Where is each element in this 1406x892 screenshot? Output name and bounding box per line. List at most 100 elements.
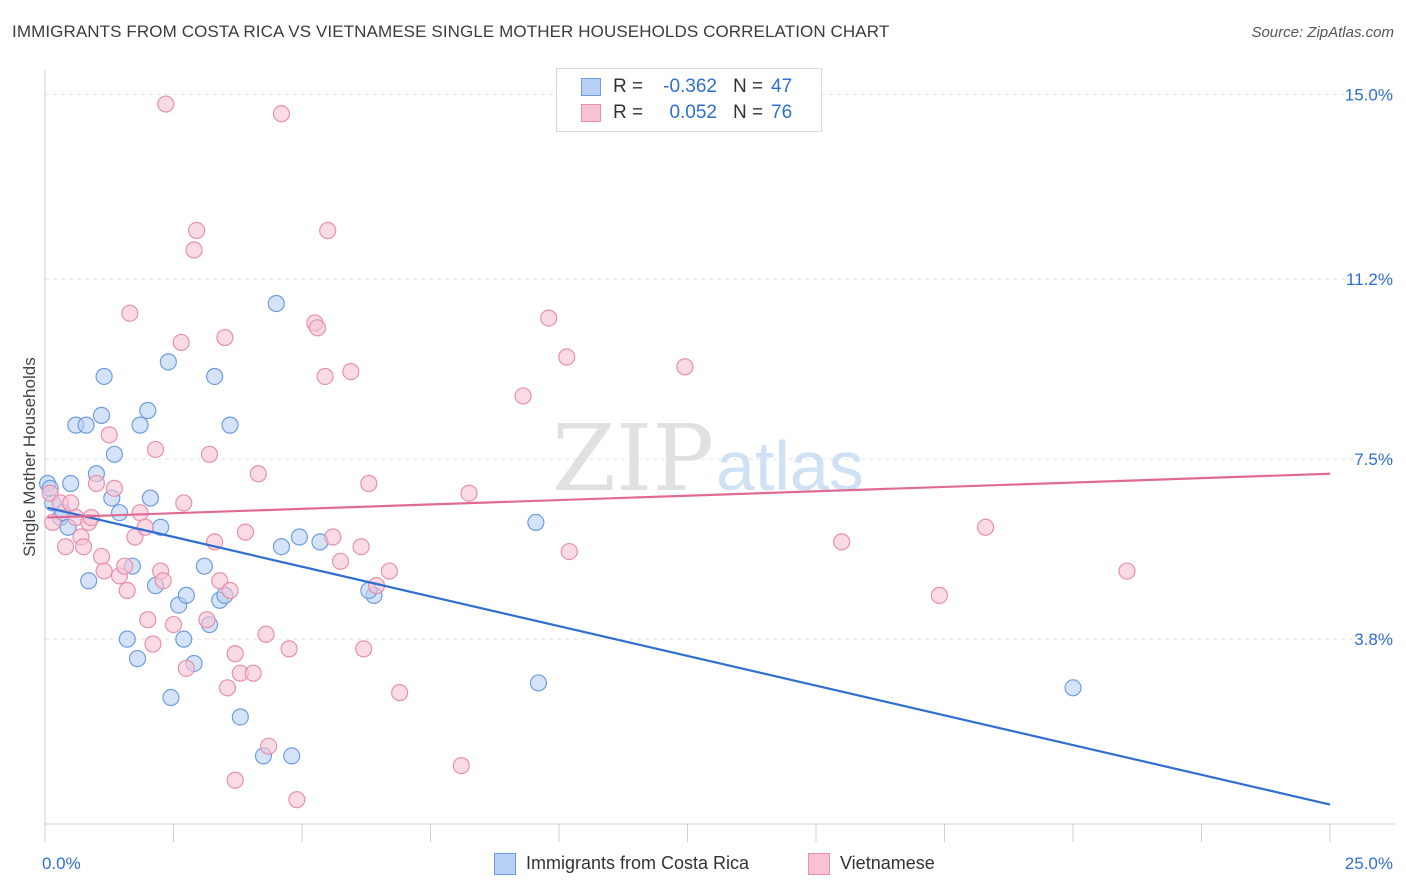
watermark-zip: ZIP: [552, 405, 714, 512]
y-axis-label: Single Mother Households: [20, 357, 39, 556]
vietnamese-point: [1118, 562, 1136, 580]
points-layer: [38, 95, 1136, 809]
y-tick-label: 3.8%: [1354, 630, 1393, 649]
correlation-legend: R = -0.362 N = 47 R = 0.052 N = 76: [556, 68, 822, 132]
vietnamese-point: [157, 95, 175, 113]
costa-rica-point: [175, 630, 193, 648]
x-tick-label: 0.0%: [42, 854, 81, 873]
costa-rica-point: [206, 367, 224, 386]
vietnamese-point: [257, 625, 275, 643]
costa-rica-point: [290, 528, 309, 546]
costa-rica-trendline: [47, 506, 1331, 806]
costa-rica-point: [80, 572, 98, 590]
y-tick-label: 15.0%: [1345, 85, 1393, 104]
vietnamese-point: [216, 328, 234, 347]
costa-rica-point: [139, 401, 157, 420]
costa-rica-point: [231, 708, 249, 726]
vietnamese-point: [185, 241, 203, 259]
costa-rica-point: [162, 688, 180, 707]
vietnamese-point: [360, 474, 378, 493]
costa-rica-point: [177, 586, 195, 604]
axis-layer: 3.8% 7.5% 11.2% 15.0% 0.0% 25.0%: [42, 70, 1395, 873]
vietnamese-point: [226, 771, 244, 789]
vietnamese-point: [342, 363, 360, 381]
vietnamese-point: [175, 494, 193, 512]
vietnamese-point: [288, 791, 306, 809]
vietnamese-point: [164, 615, 183, 634]
costa-rica-point: [283, 747, 301, 765]
costa-rica-point: [221, 416, 239, 434]
vietnamese-point: [121, 304, 139, 322]
costa-rica-point: [77, 416, 95, 434]
trend-layer: [47, 472, 1331, 806]
vietnamese-point: [460, 484, 478, 502]
vietnamese-point: [514, 387, 532, 405]
vietnamese-point: [977, 518, 995, 536]
vietnamese-point: [558, 348, 576, 366]
vietnamese-point: [676, 358, 694, 376]
vietnamese-point: [118, 581, 136, 600]
costa-rica-point: [131, 416, 149, 434]
vietnamese-point: [380, 562, 398, 580]
vietnamese-point: [833, 533, 851, 551]
vietnamese-point: [280, 640, 298, 658]
costa-rica-point: [159, 353, 177, 371]
costa-rica-point: [110, 504, 129, 522]
vietnamese-point: [226, 645, 244, 663]
vietnamese-point: [188, 221, 206, 240]
vietnamese-point: [319, 221, 337, 240]
legend-n-value: 76: [771, 102, 793, 123]
vietnamese-point: [100, 426, 118, 444]
y-tick-label: 7.5%: [1354, 450, 1393, 469]
vietnamese-point: [540, 309, 558, 327]
legend-r-label: R =: [613, 102, 644, 123]
vietnamese-point: [139, 611, 157, 629]
vietnamese-point: [87, 474, 106, 493]
costa-rica-point: [118, 630, 136, 648]
legend-swatch-pink: [581, 104, 601, 122]
vietnamese-point: [92, 547, 111, 566]
vietnamese-point: [331, 552, 350, 570]
grid-layer: [45, 93, 1395, 640]
legend-n-value: 47: [771, 76, 793, 97]
bottom-legend-label: Vietnamese: [840, 853, 935, 873]
legend-r-value: -0.362: [663, 76, 717, 97]
vietnamese-point: [136, 518, 154, 536]
y-tick-label: 11.2%: [1346, 270, 1393, 289]
vietnamese-point: [62, 494, 80, 512]
x-tick-label: 25.0%: [1345, 854, 1393, 873]
vietnamese-point: [560, 542, 578, 561]
costa-rica-point: [62, 474, 80, 493]
bottom-legend-label: Immigrants from Costa Rica: [526, 853, 750, 873]
legend-n-label: N =: [733, 102, 764, 123]
costa-rica-point: [1064, 679, 1082, 697]
costa-rica-point: [527, 513, 545, 532]
vietnamese-point: [56, 538, 75, 556]
vietnamese-point: [324, 528, 342, 546]
costa-rica-point: [529, 674, 548, 692]
vietnamese-point: [177, 659, 195, 677]
costa-rica-point: [128, 650, 147, 668]
vietnamese-point: [154, 572, 172, 590]
vietnamese-point: [308, 319, 327, 337]
vietnamese-point: [105, 479, 123, 497]
costa-rica-point: [95, 367, 113, 386]
bottom-legend-swatch-pink: [808, 853, 830, 875]
vietnamese-point: [95, 562, 113, 580]
chart-title: IMMIGRANTS FROM COSTA RICA VS VIETNAMESE…: [12, 22, 890, 41]
vietnamese-point: [452, 757, 470, 775]
vietnamese-point: [116, 557, 134, 575]
bottom-legend-swatch-blue: [494, 853, 516, 875]
vietnamese-point: [218, 679, 237, 697]
vietnamese-point: [259, 737, 278, 755]
costa-rica-point: [105, 445, 123, 463]
costa-rica-point: [272, 538, 291, 556]
legend-n-label: N =: [733, 76, 764, 97]
vietnamese-point: [352, 538, 370, 556]
costa-rica-point: [141, 489, 159, 507]
vietnamese-point: [249, 465, 267, 483]
legend-r-value: 0.052: [669, 102, 717, 123]
vietnamese-point: [930, 586, 948, 604]
vietnamese-point: [146, 440, 165, 459]
